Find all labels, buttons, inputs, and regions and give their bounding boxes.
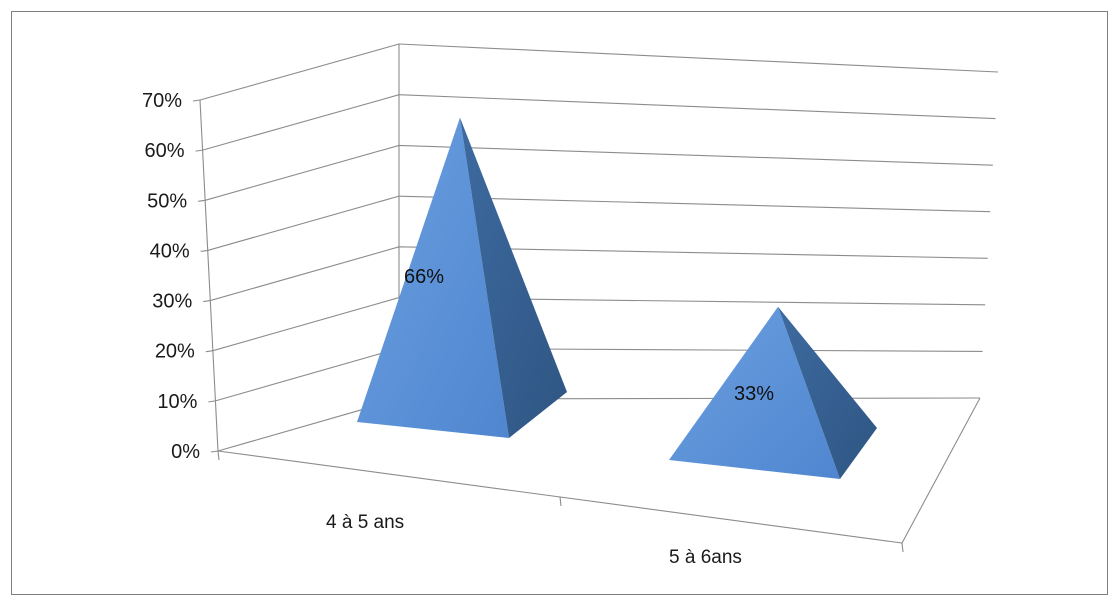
pyramid-side-face: [460, 117, 567, 439]
pyramid-side-face: [778, 306, 877, 479]
y-tick-mark: [200, 249, 208, 252]
y-tick-mark: [203, 300, 211, 303]
y-tick-label: 30%: [152, 291, 192, 313]
data-label: 66%: [404, 266, 444, 288]
y-tick-mark: [198, 199, 206, 202]
data-label: 33%: [734, 383, 774, 405]
y-tick-label: 70%: [142, 90, 182, 112]
x-tick-mark: [217, 450, 220, 461]
y-tick-mark: [192, 99, 201, 102]
x-tick-mark: [559, 496, 562, 507]
gridline: [202, 94, 996, 151]
x-category-label: 4 à 5 ans: [326, 512, 404, 533]
y-axis-line: [199, 99, 219, 452]
y-tick-label: 0%: [171, 441, 200, 463]
y-tick-mark: [208, 400, 216, 403]
gridline: [207, 195, 991, 251]
gridline: [215, 347, 983, 402]
y-tick-label: 50%: [147, 190, 187, 212]
y-tick-mark: [205, 350, 213, 353]
gridline: [199, 43, 999, 101]
chart-frame: [11, 11, 1108, 595]
y-tick-label: 20%: [155, 341, 195, 363]
y-tick-label: 10%: [157, 391, 197, 413]
x-tick-mark: [901, 542, 904, 553]
pyramid-front-face: [357, 117, 509, 439]
gridline: [210, 246, 988, 302]
y-tick-mark: [195, 149, 203, 152]
y-tick-mark: [210, 450, 219, 453]
gridline: [204, 144, 993, 201]
gridline: [212, 297, 986, 352]
y-tick-label: 60%: [145, 140, 185, 162]
y-tick-label: 40%: [150, 240, 190, 262]
x-category-label: 5 à 6ans: [669, 547, 742, 568]
pyramid-front-face: [669, 306, 840, 479]
